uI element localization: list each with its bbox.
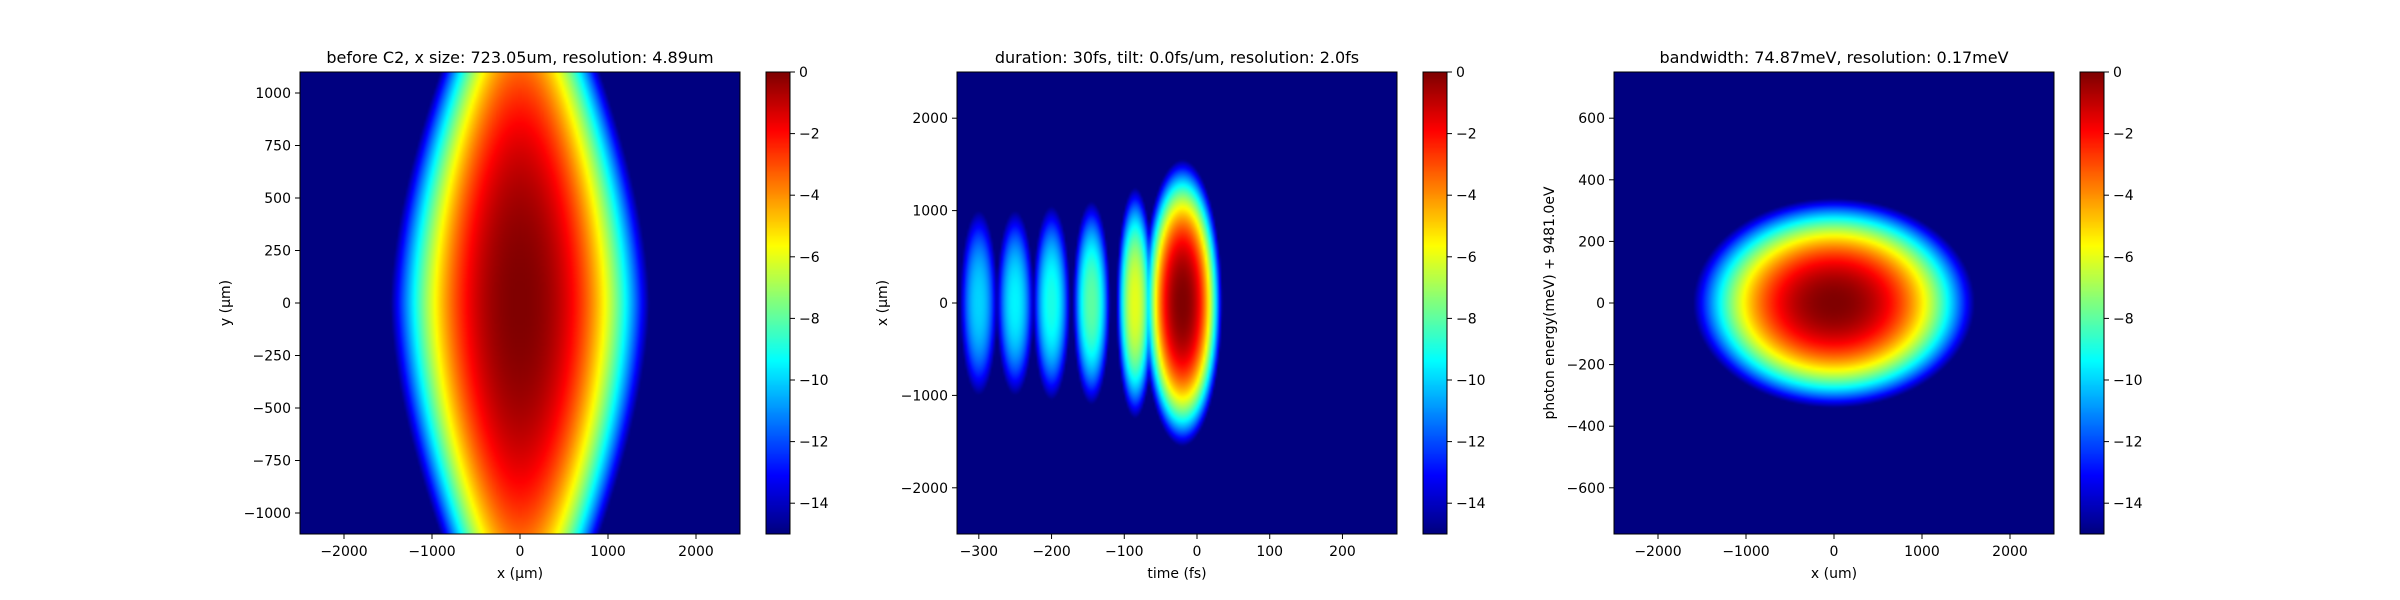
- colorbar-tick-label: −4: [2113, 188, 2134, 204]
- colorbar-tick-label: −10: [2113, 373, 2143, 389]
- colorbar-tick-label: −12: [1456, 435, 1486, 451]
- y-tick-label: 0: [939, 296, 948, 312]
- panel-1: before C2, x size: 723.05um, resolution:…: [218, 48, 829, 582]
- colorbar-tick-label: −4: [1456, 188, 1477, 204]
- y-tick-label: −200: [1567, 358, 1605, 374]
- x-tick-label: −200: [1032, 544, 1070, 560]
- y-tick-label: 400: [1578, 173, 1605, 189]
- panel-3-colorbar: 0 −2 −4 −6 −8 −10 −12 −14: [2079, 65, 2143, 535]
- x-tick-label: −100: [1105, 544, 1143, 560]
- panel-2-yticks: −2000 −1000 0 1000 2000: [901, 111, 957, 497]
- y-tick-label: −750: [253, 454, 291, 470]
- colorbar-tick-label: −6: [1456, 250, 1477, 266]
- colorbar-tick-label: −6: [2113, 250, 2134, 266]
- panel-3-heatmap: [1614, 72, 2054, 534]
- x-tick-label: −2000: [320, 544, 367, 560]
- x-tick-label: 0: [1830, 544, 1839, 560]
- colorbar-tick-label: 0: [2113, 65, 2122, 81]
- colorbar-tick-label: −12: [2113, 435, 2143, 451]
- y-tick-label: −1000: [901, 388, 948, 404]
- x-tick-label: 2000: [1992, 544, 2028, 560]
- y-tick-label: −400: [1567, 419, 1605, 435]
- colorbar-tick-label: −14: [1456, 496, 1486, 512]
- panel-1-title: before C2, x size: 723.05um, resolution:…: [326, 48, 713, 67]
- y-tick-label: 600: [1578, 111, 1605, 127]
- y-tick-label: −600: [1567, 481, 1605, 497]
- y-tick-label: 200: [1578, 234, 1605, 250]
- y-tick-label: −2000: [901, 481, 948, 497]
- y-tick-label: 500: [264, 191, 291, 207]
- colorbar-tick-label: 0: [1456, 65, 1465, 81]
- y-tick-label: 1000: [912, 204, 948, 220]
- x-tick-label: −2000: [1634, 544, 1681, 560]
- y-tick-label: 750: [264, 139, 291, 155]
- panel-3-yticks: −600 −400 −200 0 200 400 600: [1567, 111, 1614, 497]
- x-tick-label: −1000: [408, 544, 455, 560]
- panel-2-xlabel: time (fs): [1147, 566, 1206, 582]
- panel-2-frame: [956, 71, 1398, 535]
- colorbar-tick-label: −14: [2113, 496, 2143, 512]
- x-tick-label: 1000: [1904, 544, 1940, 560]
- panel-3-title: bandwidth: 74.87meV, resolution: 0.17meV: [1659, 48, 2008, 67]
- panel-1-xlabel: x (μm): [497, 566, 543, 582]
- colorbar-tick-label: −6: [799, 250, 820, 266]
- panel-1-yticks: −1000 −750 −500 −250 0 250 500 750 1000: [244, 86, 300, 522]
- panel-2-heatmap: [957, 72, 1397, 534]
- colorbar-gradient: [766, 72, 790, 534]
- colorbar-tick-label: −14: [799, 496, 829, 512]
- panel-2-colorbar: 0 −2 −4 −6 −8 −10 −12 −14: [1422, 65, 1486, 535]
- colorbar-gradient: [1423, 72, 1447, 534]
- colorbar-tick-label: −2: [799, 127, 820, 143]
- x-tick-label: 2000: [678, 544, 714, 560]
- colorbar-tick-label: 0: [799, 65, 808, 81]
- panel-1-ylabel: y (μm): [218, 280, 234, 326]
- panel-3-frame: [1613, 71, 2055, 535]
- x-tick-label: 0: [516, 544, 525, 560]
- y-tick-label: −250: [253, 349, 291, 365]
- colorbar-tick-label: −8: [1456, 311, 1477, 327]
- panel-1-xticks: −2000 −1000 0 1000 2000: [320, 534, 714, 560]
- colorbar-tick-label: −8: [799, 311, 820, 327]
- y-tick-label: 250: [264, 244, 291, 260]
- colorbar-frame: [2079, 71, 2105, 535]
- colorbar-tick-label: −4: [799, 188, 820, 204]
- y-tick-label: 0: [282, 296, 291, 312]
- x-tick-label: 1000: [590, 544, 626, 560]
- y-tick-label: −500: [253, 401, 291, 417]
- panel-2-xticks: −300 −200 −100 0 100 200: [960, 534, 1356, 560]
- panel-2: duration: 30fs, tilt: 0.0fs/um, resoluti…: [875, 48, 1486, 582]
- x-tick-label: 0: [1193, 544, 1202, 560]
- x-tick-label: −300: [960, 544, 998, 560]
- colorbar-tick-label: −12: [799, 435, 829, 451]
- panel-2-title: duration: 30fs, tilt: 0.0fs/um, resoluti…: [995, 48, 1359, 67]
- colorbar-tick-label: −2: [1456, 127, 1477, 143]
- panel-3-ylabel: photon energy(meV) + 9481.0eV: [1542, 186, 1558, 419]
- colorbar-tick-label: −10: [799, 373, 829, 389]
- panel-1-colorbar: 0 −2 −4 −6 −8 −10 −12 −14: [765, 65, 829, 535]
- panel-3-xlabel: x (um): [1811, 566, 1857, 582]
- panel-1-frame: [299, 71, 741, 535]
- colorbar-frame: [765, 71, 791, 535]
- colorbar-frame: [1422, 71, 1448, 535]
- colorbar-tick-label: −2: [2113, 127, 2134, 143]
- y-tick-label: 0: [1596, 296, 1605, 312]
- y-tick-label: 2000: [912, 111, 948, 127]
- y-tick-label: 1000: [255, 86, 291, 102]
- colorbar-tick-label: −10: [1456, 373, 1486, 389]
- x-tick-label: −1000: [1722, 544, 1769, 560]
- colorbar-tick-label: −8: [2113, 311, 2134, 327]
- x-tick-label: 200: [1329, 544, 1356, 560]
- y-tick-label: −1000: [244, 506, 291, 522]
- colorbar-gradient: [2080, 72, 2104, 534]
- panel-2-ylabel: x (μm): [875, 280, 891, 326]
- panel-3-xticks: −2000 −1000 0 1000 2000: [1634, 534, 2028, 560]
- x-tick-label: 100: [1256, 544, 1283, 560]
- panel-3: bandwidth: 74.87meV, resolution: 0.17meV…: [1542, 48, 2143, 582]
- panel-1-heatmap: [300, 72, 740, 534]
